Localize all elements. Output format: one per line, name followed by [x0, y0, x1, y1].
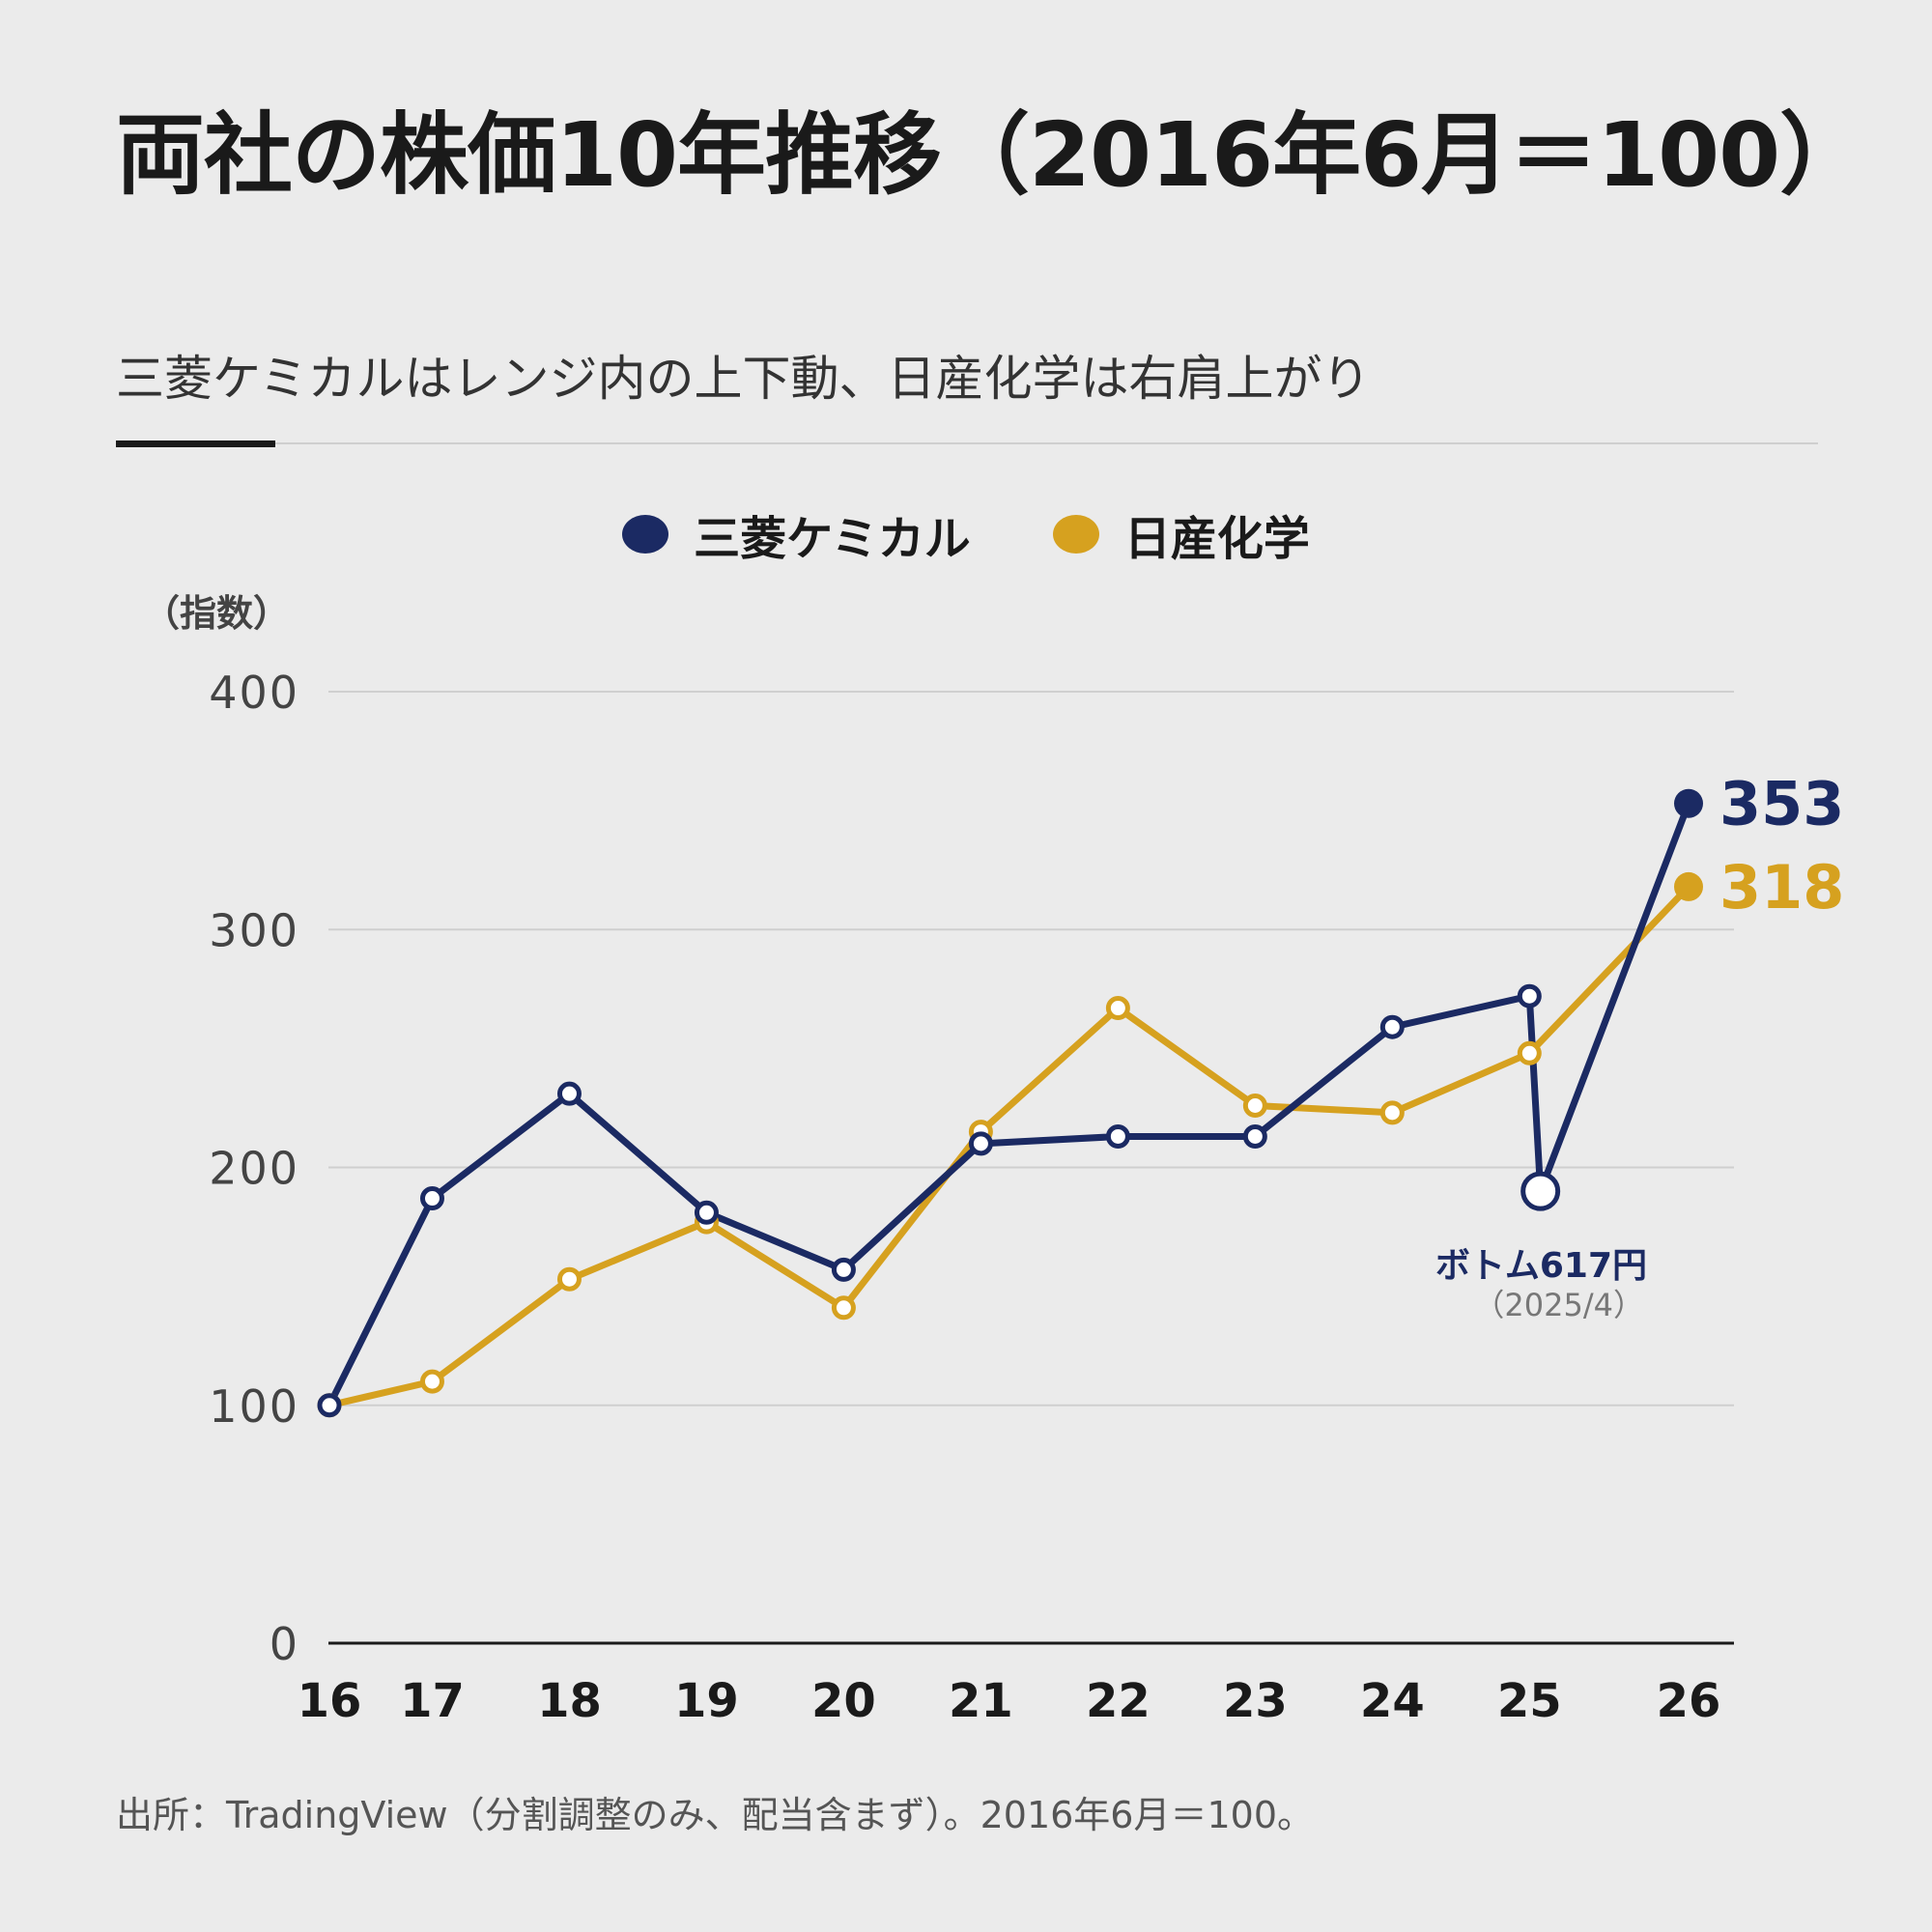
chart-title: 両社の株価10年推移（2016年6月＝100） [116, 103, 1868, 207]
data-point-nissan-9 [1517, 1040, 1542, 1065]
x-tick-label-24: 24 [1360, 1674, 1425, 1728]
end-label-nissan: 318 [1719, 852, 1844, 923]
y-tick-label-0: 0 [270, 1618, 299, 1670]
data-point-nissan-2 [556, 1266, 582, 1292]
source-note: 出所：TradingView（分割調整のみ、配当含まず）。2016年6月＝100… [116, 1794, 1315, 1836]
data-point-nissan-1 [419, 1369, 444, 1394]
data-point-mitsubishi-8 [1379, 1014, 1405, 1039]
legend-item-nissan: 日産化学 [1052, 500, 1310, 568]
header-accent-bar [116, 440, 275, 447]
legend-swatch-nissan [1052, 515, 1099, 554]
y-tick-label-400: 400 [209, 667, 299, 719]
data-point-mitsubishi-10 [1520, 1171, 1561, 1211]
data-point-mitsubishi-11 [1674, 788, 1703, 818]
annotation-bottom-label: ボトム617円 [1435, 1246, 1647, 1286]
data-point-mitsubishi-4 [831, 1257, 856, 1282]
y-axis-label: （指数） [143, 592, 290, 635]
x-tick-label-20: 20 [811, 1674, 876, 1728]
end-label-mitsubishi: 353 [1719, 769, 1844, 839]
legend: 三菱ケミカル 日産化学 [0, 500, 1932, 568]
legend-item-mitsubishi: 三菱ケミカル [622, 500, 971, 568]
legend-label-mitsubishi: 三菱ケミカル [694, 512, 971, 566]
data-point-nissan-4 [831, 1295, 856, 1321]
x-tick-label-25: 25 [1497, 1674, 1562, 1728]
x-tick-label-16: 16 [298, 1674, 362, 1728]
series-line-mitsubishi [326, 800, 1692, 1409]
series-line-nissan [326, 883, 1692, 1409]
legend-label-nissan: 日産化学 [1123, 512, 1310, 566]
data-point-mitsubishi-0 [317, 1393, 342, 1418]
x-tick-label-17: 17 [400, 1674, 465, 1728]
header-divider [116, 442, 1818, 444]
x-tick-label-19: 19 [674, 1674, 739, 1728]
x-tick-label-26: 26 [1657, 1674, 1721, 1728]
x-tick-label-18: 18 [537, 1674, 602, 1728]
x-tick-label-21: 21 [949, 1674, 1013, 1728]
chart-subtitle: 三菱ケミカルはレンジ内の上下動、日産化学は右肩上がり [116, 351, 1371, 407]
data-point-mitsubishi-7 [1242, 1123, 1267, 1149]
y-tick-label-300: 300 [209, 904, 299, 956]
data-point-mitsubishi-5 [968, 1131, 993, 1156]
data-point-nissan-10 [1674, 871, 1703, 901]
x-tick-label-23: 23 [1223, 1674, 1288, 1728]
data-point-nissan-7 [1242, 1093, 1267, 1118]
data-point-nissan-8 [1379, 1100, 1405, 1125]
data-point-mitsubishi-9 [1517, 983, 1542, 1009]
x-tick-label-22: 22 [1086, 1674, 1151, 1728]
data-point-nissan-6 [1105, 996, 1130, 1021]
legend-swatch-mitsubishi [622, 515, 669, 554]
annotation-bottom-date: （2025/4） [1473, 1287, 1644, 1323]
data-point-mitsubishi-3 [694, 1200, 719, 1225]
y-tick-label-200: 200 [209, 1143, 299, 1195]
data-point-mitsubishi-1 [419, 1186, 444, 1211]
y-tick-label-100: 100 [209, 1380, 299, 1433]
data-point-mitsubishi-6 [1105, 1123, 1130, 1149]
data-point-mitsubishi-2 [556, 1081, 582, 1106]
